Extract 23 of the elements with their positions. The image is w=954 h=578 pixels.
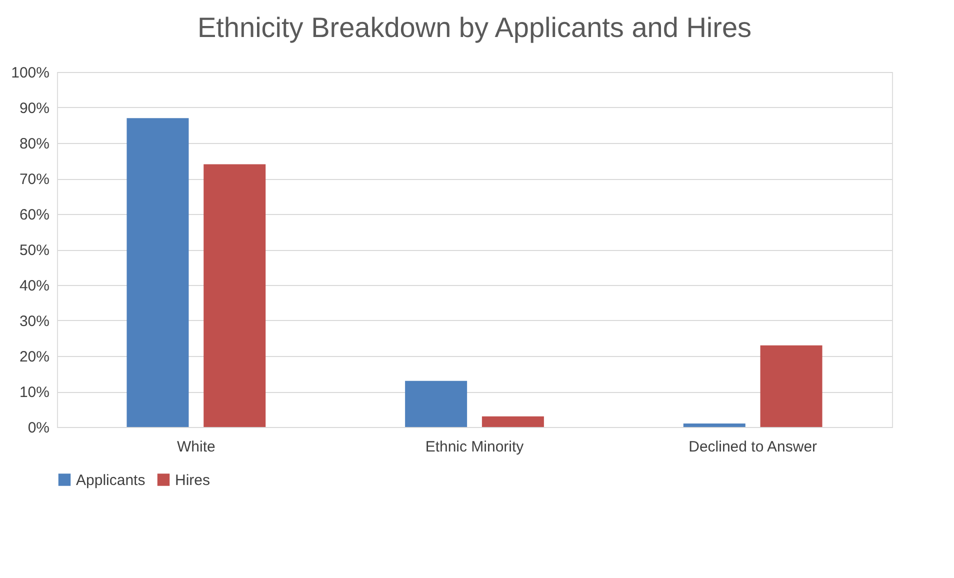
x-tick-label: White [176,438,216,456]
bar [683,423,746,427]
bar [204,164,266,427]
y-tick-label: 70% [19,171,50,188]
y-tick-label: 10% [19,384,50,401]
y-tick-label: 80% [19,136,50,152]
y-tick-label: 20% [19,348,50,366]
y-tick-label: 90% [19,100,50,117]
x-tick-label: Ethnic Minority [425,438,524,456]
chart-title: Ethnicity Breakdown by Applicants and Hires [197,12,752,43]
y-tick-label: 100% [11,64,50,82]
y-tick-label: 60% [19,206,50,224]
legend-label: Hires [175,472,210,489]
x-tick-label: Declined to Answer [688,438,818,456]
y-tick-label: 40% [19,278,50,294]
bar [760,345,822,427]
legend-label: Applicants [76,472,146,489]
y-tick-label: 50% [19,242,50,259]
bar [405,380,468,427]
y-tick-label: 0% [28,420,50,436]
bar [482,416,544,427]
bar [126,118,189,427]
y-tick-label: 30% [19,313,50,330]
